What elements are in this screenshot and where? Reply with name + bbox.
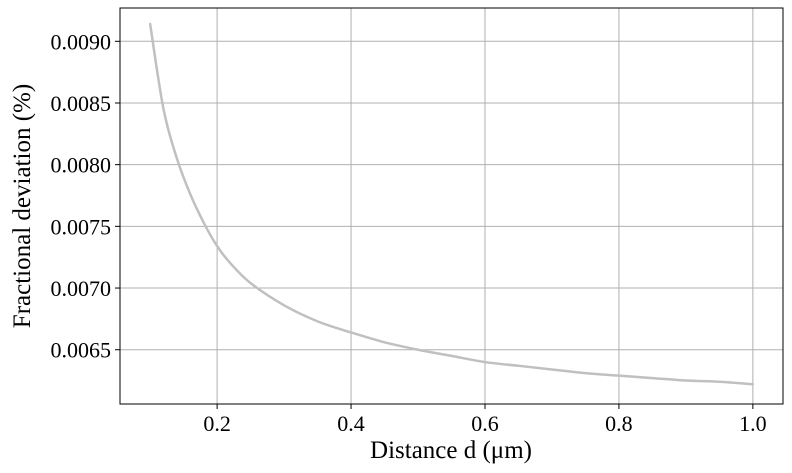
x-axis: 0.2 0.4 0.6 0.8 1.0 <box>203 404 767 436</box>
y-tick-label: 0.0075 <box>51 214 112 239</box>
x-tick-label: 1.0 <box>739 411 767 436</box>
y-tick-label: 0.0085 <box>51 91 112 116</box>
x-tick-label: 0.8 <box>605 411 633 436</box>
x-tick-label: 0.2 <box>203 411 231 436</box>
plot-frame <box>119 7 784 405</box>
grid <box>120 8 783 404</box>
y-tick-label: 0.0080 <box>51 153 112 178</box>
x-tick-label: 0.6 <box>471 411 499 436</box>
x-axis-label: Distance d (μm) <box>370 437 532 464</box>
x-tick-label: 0.4 <box>337 411 365 436</box>
y-axis: 0.0065 0.0070 0.0075 0.0080 0.0085 0.0090 <box>51 29 120 363</box>
series-layer <box>148 22 755 386</box>
y-tick-label: 0.0065 <box>51 338 112 363</box>
series-line <box>148 22 755 386</box>
y-axis-label: Fractional deviation (%) <box>9 84 36 328</box>
y-tick-label: 0.0090 <box>51 29 112 54</box>
y-tick-label: 0.0070 <box>51 276 112 301</box>
